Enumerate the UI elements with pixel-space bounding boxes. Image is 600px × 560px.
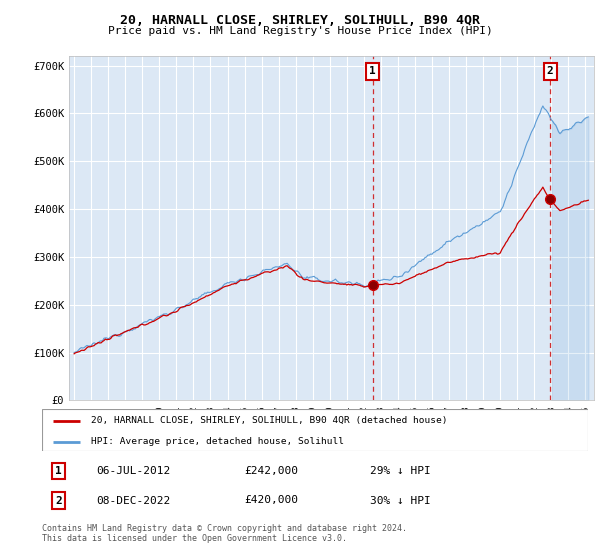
Text: Contains HM Land Registry data © Crown copyright and database right 2024.
This d: Contains HM Land Registry data © Crown c… (42, 524, 407, 543)
Text: 20, HARNALL CLOSE, SHIRLEY, SOLIHULL, B90 4QR (detached house): 20, HARNALL CLOSE, SHIRLEY, SOLIHULL, B9… (91, 416, 448, 425)
FancyBboxPatch shape (42, 409, 588, 451)
Text: 2: 2 (55, 496, 62, 506)
Text: 06-JUL-2012: 06-JUL-2012 (97, 466, 171, 476)
Text: 1: 1 (55, 466, 62, 476)
Text: 1: 1 (369, 67, 376, 77)
Text: Price paid vs. HM Land Registry's House Price Index (HPI): Price paid vs. HM Land Registry's House … (107, 26, 493, 36)
Text: HPI: Average price, detached house, Solihull: HPI: Average price, detached house, Soli… (91, 437, 344, 446)
Text: 2: 2 (547, 67, 554, 77)
Text: 20, HARNALL CLOSE, SHIRLEY, SOLIHULL, B90 4QR: 20, HARNALL CLOSE, SHIRLEY, SOLIHULL, B9… (120, 14, 480, 27)
Text: 08-DEC-2022: 08-DEC-2022 (97, 496, 171, 506)
Text: £420,000: £420,000 (244, 496, 298, 506)
Text: 30% ↓ HPI: 30% ↓ HPI (370, 496, 430, 506)
Text: £242,000: £242,000 (244, 466, 298, 476)
Text: 29% ↓ HPI: 29% ↓ HPI (370, 466, 430, 476)
